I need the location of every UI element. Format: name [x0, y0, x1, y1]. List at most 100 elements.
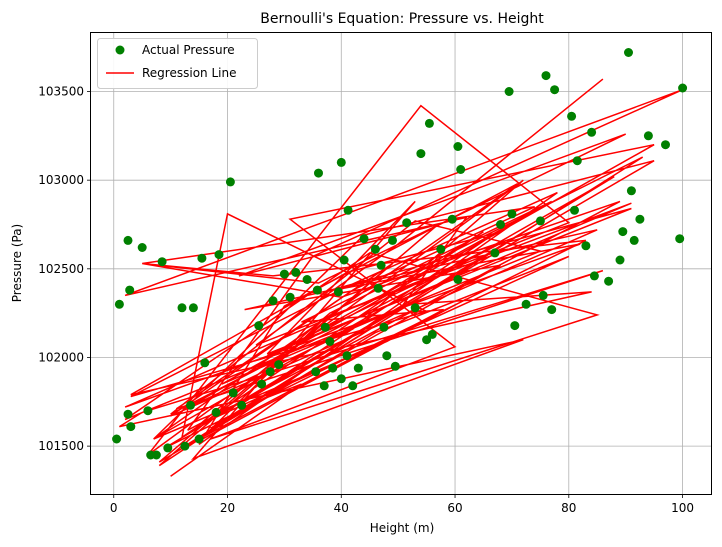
- scatter-point: [570, 205, 579, 215]
- y-tick-label: 103500: [38, 85, 84, 99]
- scatter-point: [410, 303, 420, 313]
- scatter-point: [453, 142, 463, 151]
- legend-box: [97, 38, 258, 89]
- scatter-point: [320, 322, 330, 332]
- scatter-point: [343, 205, 353, 215]
- scatter-point: [285, 292, 295, 302]
- y-axis-ticks: 101500 102000 102500 103000 103500: [38, 85, 91, 453]
- scatter-point: [550, 85, 560, 95]
- x-tick-label: 40: [334, 501, 349, 515]
- scatter-point: [424, 118, 434, 128]
- scatter-point: [254, 321, 264, 331]
- scatter-point: [507, 209, 517, 219]
- scatter-point: [186, 400, 195, 410]
- scatter-point: [325, 337, 335, 346]
- scatter-point: [312, 285, 322, 295]
- scatter-point: [589, 271, 599, 281]
- y-tick-label: 103000: [38, 173, 84, 187]
- scatter-point: [615, 255, 625, 265]
- legend-marker-actual-pressure: [115, 45, 125, 55]
- scatter-point: [348, 381, 358, 391]
- scatter-point: [521, 299, 531, 309]
- scatter-point: [225, 177, 235, 187]
- scatter-point: [359, 234, 369, 244]
- legend-label-regression-line: Regression Line: [142, 66, 236, 80]
- x-tick-label: 0: [110, 501, 118, 515]
- scatter-point: [188, 303, 198, 313]
- scatter-point: [678, 83, 688, 93]
- scatter-point: [379, 322, 389, 332]
- scatter-point: [257, 379, 267, 389]
- scatter-series: [112, 48, 688, 460]
- scatter-point: [274, 360, 284, 370]
- x-axis-ticks: 0 20 40 60 80 100: [110, 494, 694, 515]
- scatter-point: [390, 361, 400, 371]
- scatter-point: [447, 214, 457, 224]
- scatter-point: [604, 276, 614, 286]
- scatter-point: [279, 269, 289, 279]
- scatter-point: [581, 241, 591, 251]
- scatter-point: [112, 434, 122, 444]
- scatter-point: [126, 422, 136, 432]
- scatter-point: [510, 321, 520, 331]
- legend: Actual Pressure Regression Line: [97, 38, 258, 89]
- scatter-point: [177, 303, 187, 313]
- scatter-point: [535, 216, 545, 226]
- scatter-point: [311, 367, 321, 377]
- scatter-point: [214, 250, 224, 260]
- y-tick-label: 102500: [38, 262, 84, 276]
- scatter-point: [402, 218, 412, 228]
- scatter-point: [382, 351, 392, 361]
- scatter-point: [180, 441, 190, 451]
- scatter-point: [504, 87, 514, 96]
- scatter-point: [618, 227, 628, 237]
- x-axis-label: Height (m): [370, 521, 435, 535]
- scatter-point: [265, 367, 275, 377]
- y-tick-label: 101500: [38, 439, 84, 453]
- scatter-point: [496, 220, 505, 229]
- scatter-point: [336, 374, 346, 384]
- scatter-point: [291, 267, 301, 277]
- x-tick-label: 100: [671, 501, 694, 515]
- scatter-point: [143, 406, 153, 416]
- scatter-point: [339, 255, 349, 265]
- scatter-point: [427, 329, 437, 339]
- scatter-point: [376, 260, 386, 270]
- scatter-point: [157, 257, 167, 267]
- scatter-point: [422, 335, 432, 345]
- scatter-point: [626, 186, 636, 196]
- scatter-point: [353, 363, 363, 373]
- scatter-point: [194, 434, 204, 444]
- scatter-point: [319, 381, 329, 391]
- scatter-point: [624, 48, 633, 57]
- scatter-point: [114, 299, 124, 309]
- scatter-point: [123, 409, 133, 419]
- scatter-point: [123, 235, 133, 245]
- scatter-point: [163, 443, 173, 453]
- scatter-point: [541, 71, 551, 81]
- y-axis-label: Pressure (Pa): [10, 224, 24, 302]
- scatter-point: [125, 285, 135, 295]
- scatter-point: [629, 235, 639, 245]
- y-tick-label: 102000: [38, 350, 84, 364]
- scatter-point: [538, 290, 548, 300]
- scatter-point: [453, 275, 463, 284]
- scatter-point: [661, 140, 670, 150]
- x-tick-label: 80: [561, 501, 576, 515]
- scatter-point: [268, 296, 278, 306]
- plot-frame: [90, 32, 712, 495]
- scatter-point: [572, 156, 582, 166]
- x-tick-label: 60: [447, 501, 462, 515]
- scatter-point: [237, 400, 247, 410]
- scatter-point: [200, 358, 210, 368]
- scatter-point: [675, 234, 685, 244]
- scatter-point: [342, 351, 352, 361]
- scatter-point: [211, 407, 221, 417]
- scatter-point: [137, 243, 147, 252]
- scatter-point: [373, 283, 383, 293]
- scatter-point: [416, 149, 426, 159]
- scatter-point: [314, 168, 323, 178]
- scatter-point: [490, 248, 500, 258]
- scatter-point: [456, 165, 466, 174]
